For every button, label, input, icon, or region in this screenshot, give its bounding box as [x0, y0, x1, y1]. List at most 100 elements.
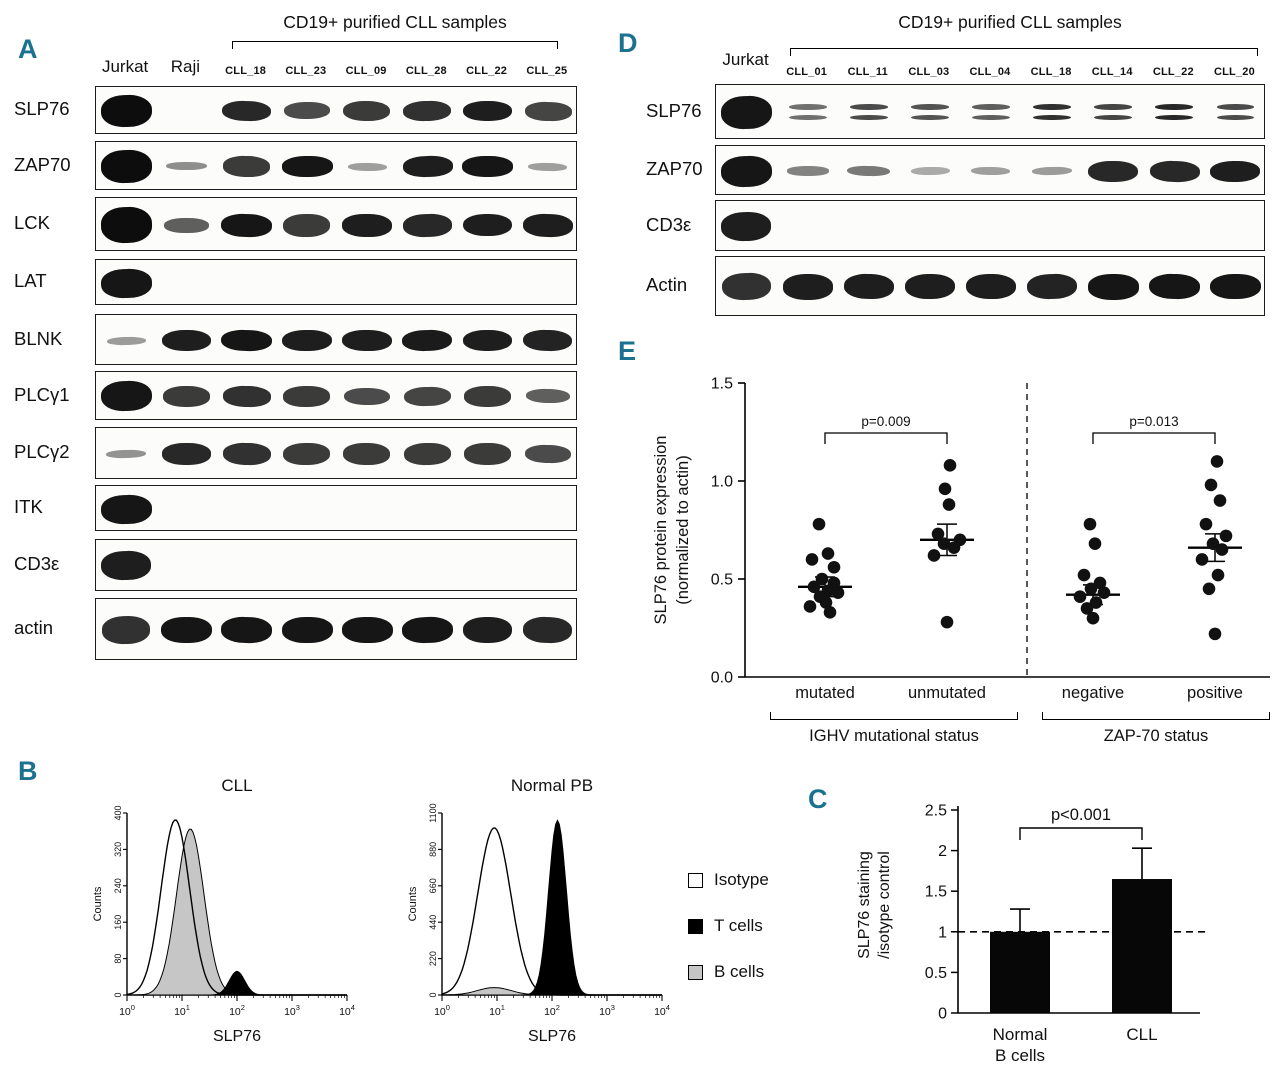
scatter-point [1083, 517, 1097, 531]
lane-label-CLL_20: CLL_20 [1213, 66, 1255, 78]
blot-band [782, 274, 833, 300]
blot-box-2 [95, 197, 577, 251]
blot-band [910, 103, 949, 110]
blot-band [788, 114, 827, 120]
scatter-plot: 0.0 0.5 1.0 1.5 p=0.009 p=0.013 [711, 376, 1270, 687]
panel-c-y-axis-label: SLP76 staining /isotype control [856, 851, 893, 959]
scatter-point [821, 547, 835, 560]
x-axis-title: SLP76 [213, 1028, 261, 1045]
blot-band [402, 155, 453, 178]
legend-item-b-cells: B cells [688, 962, 764, 982]
x-tick-label: 102 [229, 1003, 245, 1018]
blot-row-label: SLP76 [646, 99, 702, 121]
blot-band [843, 273, 895, 301]
blot-band [910, 114, 949, 120]
panel-d-sample-bracket [790, 48, 1258, 56]
x-tick-label: 103 [599, 1003, 615, 1018]
blot-band [910, 166, 950, 176]
blot-band [1216, 114, 1255, 120]
blot-band [403, 100, 452, 122]
scatter-point [938, 482, 952, 496]
blot-band [342, 329, 393, 352]
scatter-point [927, 549, 941, 562]
blot-band [462, 213, 513, 237]
blot-band [283, 102, 330, 120]
scatter-point [1093, 576, 1107, 590]
scatter-point [1077, 568, 1091, 582]
blot-band [522, 329, 573, 352]
cll-histogram: 0 80 160 240 320 400 Counts 100 101 102 103 104 SLP7… [92, 805, 355, 1045]
blot-band [788, 103, 827, 110]
blot-band [344, 387, 391, 406]
blot-box-2 [715, 200, 1265, 251]
blot-box-0 [95, 86, 577, 134]
x-tick-label: 100 [119, 1003, 135, 1018]
blot-band [100, 149, 153, 184]
blot-band [100, 550, 152, 582]
blot-box-7 [95, 485, 577, 531]
legend-swatch [688, 918, 703, 934]
blot-box-3 [715, 256, 1265, 316]
blot-band [462, 329, 513, 352]
y-axis-title: Counts [92, 886, 104, 921]
scatter-point [1213, 494, 1227, 507]
blot-band [1026, 273, 1078, 301]
scatter-point [947, 541, 961, 554]
group-label-positive: positive [1187, 684, 1243, 702]
lane-label-CLL_18: CLL_18 [1030, 66, 1072, 78]
blot-band [342, 213, 393, 237]
blot-band [1155, 114, 1194, 120]
blot-band [1033, 103, 1072, 110]
blot-band [343, 100, 391, 122]
scatter-point [1208, 627, 1222, 641]
blot-row-label: ZAP70 [646, 158, 703, 179]
blot-band [462, 156, 513, 177]
y-tick-label: 0.0 [711, 670, 733, 687]
p-bracket [824, 432, 948, 444]
blot-band [522, 213, 573, 237]
lane-label-CLL_22: CLL_22 [466, 65, 508, 77]
y-tick-label: 1 [938, 924, 947, 941]
normal-pb-histogram-title: Normal PB [510, 776, 594, 795]
scatter-point [803, 600, 817, 613]
blot-band [222, 385, 271, 408]
legend-label: T cells [714, 916, 763, 935]
blot-band [1094, 103, 1133, 110]
blot-band [463, 386, 512, 407]
y-tick-label: 0 [428, 992, 438, 997]
lane-label-CLL_22: CLL_22 [1152, 66, 1194, 78]
scatter-point [823, 606, 837, 619]
legend-item-t-cells: T cells [688, 916, 763, 936]
bar-label-normal-b-cells: Normal B cells [992, 1025, 1048, 1065]
blot-band [1210, 160, 1261, 182]
y-tick-label: 880 [428, 842, 438, 857]
x-tick-label: 100 [434, 1003, 450, 1018]
scatter-point [827, 560, 841, 574]
scatter-point [807, 580, 821, 594]
panel-c-label: C [808, 784, 828, 814]
y-tick-label: 660 [428, 878, 438, 893]
blot-box-3 [95, 259, 577, 305]
blot-band [162, 386, 211, 407]
blot-band [101, 615, 151, 645]
panel-d-label: D [618, 28, 638, 58]
p-value: p<0.001 [1051, 806, 1111, 824]
lane-label-CLL_01: CLL_01 [786, 66, 828, 78]
blot-band [965, 274, 1017, 300]
scatter-point [1088, 537, 1102, 551]
hist-curve-b_cells [127, 828, 347, 996]
blot-band [904, 274, 956, 300]
blot-band [100, 267, 152, 299]
blot-band [161, 443, 211, 465]
ighv-status-label: IGHV mutational status [809, 727, 979, 745]
blot-box-8 [95, 539, 577, 591]
y-tick-label: 160 [113, 915, 123, 930]
blot-row-label: actin [14, 617, 54, 638]
scatter-point [1195, 553, 1209, 566]
x-axis-title: SLP76 [528, 1028, 576, 1045]
blot-box-1 [715, 145, 1265, 195]
x-tick-label: 103 [284, 1003, 300, 1018]
y-tick-label: 1100 [428, 803, 438, 822]
blot-band [222, 442, 271, 466]
blot-band [523, 616, 573, 644]
